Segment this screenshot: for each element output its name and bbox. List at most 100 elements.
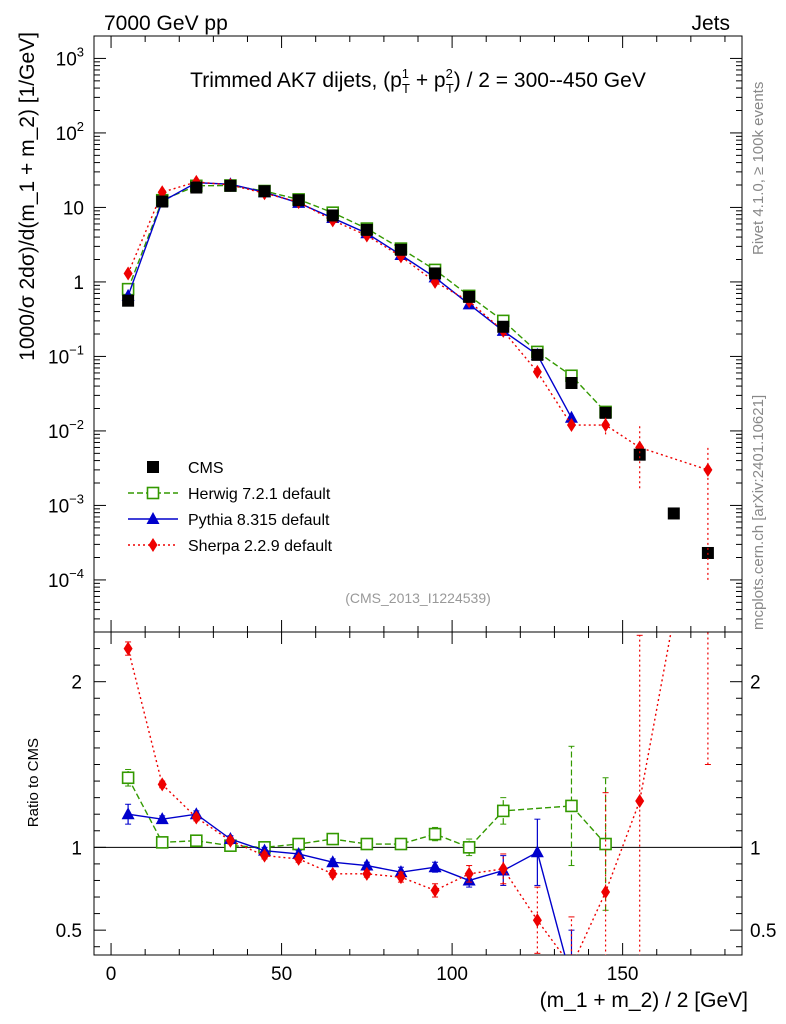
ratio-point xyxy=(157,777,167,792)
x-tick-label: 0 xyxy=(106,964,117,985)
ratio-point xyxy=(396,870,406,885)
ratio-point xyxy=(530,845,544,858)
rivet-version-label: Rivet 4.1.0, ≥ 100k events xyxy=(750,82,767,255)
y-tick-label-main: 102 xyxy=(56,119,84,145)
ratio-point xyxy=(121,807,135,820)
y-tick-label-ratio-right: 1 xyxy=(750,838,761,859)
data-point xyxy=(532,364,542,379)
ratio-point xyxy=(496,804,510,818)
y-tick-label-ratio-right: 0.5 xyxy=(750,921,776,942)
ratio-point xyxy=(601,885,611,900)
legend-label: CMS xyxy=(188,460,224,477)
legend-marker xyxy=(148,538,158,552)
ratio-point xyxy=(260,848,270,863)
x-tick-label: 100 xyxy=(436,964,468,985)
data-point xyxy=(292,194,305,207)
ratio-point xyxy=(360,837,374,851)
legend-entry: Herwig 7.2.1 default xyxy=(128,486,331,503)
y-tick-label-ratio-right: 2 xyxy=(750,673,761,694)
x-ticks: 0 50 100 150 xyxy=(106,36,726,985)
data-point xyxy=(396,249,406,264)
ratio-point xyxy=(498,861,508,876)
header-process-label: Jets xyxy=(691,12,730,35)
data-point xyxy=(123,266,133,281)
y-tick-label-main: 10 xyxy=(63,198,84,219)
data-point xyxy=(633,448,646,461)
header-collision-label: 7000 GeV pp xyxy=(104,12,228,35)
ratio-point xyxy=(121,771,135,785)
ratio-point xyxy=(326,832,340,846)
data-point xyxy=(531,348,544,361)
series-0-main xyxy=(122,179,714,559)
ratio-point xyxy=(190,834,203,848)
title-sub-t2: T xyxy=(446,81,454,96)
y-tick-label-main: 103 xyxy=(56,44,84,70)
y-axis-label-main: 1000/σ 2dσ)/d(m_1 + m_2) [1/GeV] xyxy=(16,32,39,361)
chart-title: Trimmed AK7 dijets, (p1 T + p2 T) / 2 = 30… xyxy=(190,66,646,96)
analysis-id-label: (CMS_2013_I1224539) xyxy=(345,590,491,606)
data-point xyxy=(667,507,680,520)
data-point xyxy=(156,195,169,208)
legend-marker xyxy=(146,512,160,524)
ratio-point xyxy=(362,866,372,881)
legend-label: Herwig 7.2.1 default xyxy=(188,486,331,503)
x-tick-label: 150 xyxy=(607,964,639,985)
y-tick-label-main: 1 xyxy=(73,273,84,294)
ratio-point xyxy=(123,641,133,656)
ratio-point xyxy=(428,860,442,873)
data-point xyxy=(258,185,271,198)
data-point xyxy=(326,209,339,222)
sherpa-error-bars xyxy=(604,417,709,580)
y-tick-label-ratio: 1 xyxy=(71,838,82,859)
data-point xyxy=(190,181,203,194)
y-tick-label-main: 10−1 xyxy=(48,342,84,368)
ratio-point xyxy=(155,812,169,825)
ratio-point xyxy=(155,836,169,849)
data-point xyxy=(565,376,578,389)
title-sup-1: 1 xyxy=(402,66,409,81)
legend-entry: Pythia 8.315 default xyxy=(128,512,330,529)
ratio-point xyxy=(565,799,578,813)
ratio-point xyxy=(635,793,645,808)
y-tick-label-main: 10−2 xyxy=(48,417,84,443)
ratio-point xyxy=(430,883,440,898)
legend-marker xyxy=(146,486,160,500)
y-tick-label-ratio: 0.5 xyxy=(56,921,82,942)
y-axis-label-ratio: Ratio to CMS xyxy=(25,738,42,827)
data-point xyxy=(497,320,510,333)
title-sub-t1: T xyxy=(402,81,410,96)
ratio-point xyxy=(225,833,235,848)
legend-entry: Sherpa 2.2.9 default xyxy=(128,538,333,555)
y-tick-label-ratio: 2 xyxy=(71,673,82,694)
legend-label: Sherpa 2.2.9 default xyxy=(188,538,333,555)
mcplots-reference-label: mcplots.cern.ch [arXiv:2401.10621] xyxy=(750,395,767,630)
data-point xyxy=(122,294,135,307)
data-point xyxy=(599,406,612,419)
legend-marker xyxy=(147,461,159,473)
legend: CMS Herwig 7.2.1 default Pythia 8.315 defa… xyxy=(128,460,333,555)
data-point xyxy=(394,243,407,256)
legend-entry: CMS xyxy=(147,460,224,477)
ratio-point xyxy=(328,866,338,881)
data-point xyxy=(463,290,476,303)
ratio-point xyxy=(394,837,408,851)
ratio-point xyxy=(462,841,476,854)
ratio-point xyxy=(191,810,201,825)
y-ticks-ratio: 2 2 1 1 0.5 0.5 xyxy=(56,631,776,948)
ratio-point xyxy=(428,827,442,841)
ratio-point xyxy=(326,855,340,868)
title-sup-2: 2 xyxy=(446,66,453,81)
series-3-ratio xyxy=(123,632,711,955)
data-point xyxy=(566,418,576,433)
ratio-point xyxy=(464,866,474,881)
data-point xyxy=(429,267,442,280)
series-line xyxy=(127,181,709,471)
data-point xyxy=(601,418,611,433)
x-axis-label: (m_1 + m_2) / 2 [GeV] xyxy=(540,989,748,1012)
data-point xyxy=(224,179,237,192)
legend-label: Pythia 8.315 default xyxy=(188,512,330,529)
x-tick-label: 50 xyxy=(271,964,292,985)
